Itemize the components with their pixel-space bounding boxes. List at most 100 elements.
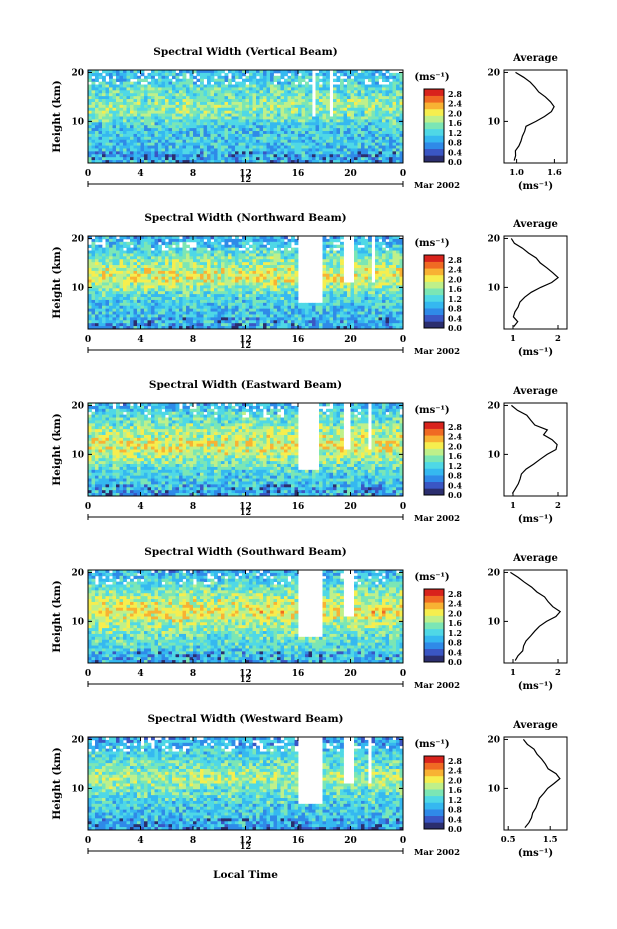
heatmap-cell (137, 294, 141, 298)
heatmap-cell (336, 107, 341, 112)
heatmap-cell (280, 262, 285, 266)
heatmap-cell (249, 244, 253, 249)
heatmap-cell (165, 145, 169, 149)
heatmap-cell (294, 113, 299, 117)
heatmap-cell (287, 110, 292, 114)
heatmap-cell (175, 90, 180, 94)
heatmap-cell (294, 87, 299, 91)
heatmap-cell (189, 157, 194, 161)
heatmap-cell (378, 154, 383, 158)
heatmap-cell (368, 110, 372, 114)
heatmap-cell (343, 145, 348, 149)
heatmap-cell (326, 99, 330, 103)
heatmap-cell (228, 128, 232, 132)
heatmap-cell (322, 133, 327, 138)
heatmap-cell (161, 142, 166, 146)
heatmap-cell (231, 122, 236, 126)
heatmap-cell (130, 125, 134, 129)
heatmap-cell (158, 157, 162, 161)
heatmap-cell (354, 160, 358, 164)
heatmap-cell (364, 113, 369, 117)
heatmap-cell (224, 151, 229, 155)
heatmap-cell (301, 107, 306, 112)
heatmap-cell (343, 90, 348, 94)
heatmap-cell (95, 297, 99, 301)
heatmap-cell (343, 101, 348, 106)
heatmap-cell (196, 142, 201, 146)
heatmap-cell (133, 288, 138, 292)
heatmap-cell (123, 267, 127, 272)
heatmap-cell (91, 81, 96, 85)
heatmap-cell (123, 136, 127, 141)
heatmap-cell (389, 154, 393, 158)
heatmap-cell (221, 238, 225, 243)
heatmap-cell (172, 265, 176, 269)
heatmap-cell (284, 279, 288, 283)
heatmap-cell (252, 238, 257, 243)
heatmap-cell (333, 154, 337, 158)
heatmap-cell (172, 302, 176, 307)
heatmap-cell (259, 136, 264, 141)
heatmap-cell (189, 101, 194, 106)
heatmap-cell (238, 262, 243, 266)
heatmap-cells (88, 70, 404, 164)
heatmap-cell (354, 241, 358, 246)
heatmap-cell (322, 139, 327, 144)
heatmap-cell (396, 110, 400, 114)
heatmap-cell (168, 259, 173, 263)
heatmap-cell (158, 131, 162, 135)
heatmap-cell (217, 238, 222, 243)
heatmap-cell (354, 244, 358, 249)
heatmap-cell (165, 75, 169, 80)
heatmap-cell (154, 314, 159, 318)
heatmap-cell (336, 87, 341, 91)
heatmap-cell (259, 270, 264, 275)
heatmap-cell (249, 302, 253, 307)
heatmap-cell (158, 160, 162, 164)
heatmap-cell (196, 302, 201, 307)
heatmap-cell (88, 291, 92, 295)
heatmap-cell (291, 259, 295, 263)
heatmap-cell (259, 273, 264, 278)
heatmap-cell (364, 75, 369, 80)
heatmap-cell (263, 250, 267, 254)
heatmap-cell (144, 259, 148, 263)
heatmap-cell (158, 93, 162, 97)
heatmap-cell (375, 84, 379, 88)
heatmap-cell (287, 305, 292, 310)
heatmap-cell (88, 110, 92, 114)
heatmap-cell (385, 128, 390, 132)
heatmap-cell (291, 128, 295, 132)
heatmap-cell (396, 270, 400, 275)
heatmap-cell (151, 238, 155, 243)
heatmap-cell (151, 96, 155, 100)
heatmap-cell (102, 236, 106, 240)
heatmap-cell (165, 90, 169, 94)
heatmap-cell (361, 265, 365, 269)
heatmap-cell (378, 157, 383, 161)
heatmap-cell (347, 96, 351, 100)
heatmap-cell (350, 142, 355, 146)
heatmap-cell (347, 101, 351, 106)
heatmap-cell (399, 276, 404, 280)
heatmap-cell (95, 116, 99, 120)
heatmap-cell (214, 302, 218, 307)
heatmap-cell (161, 265, 166, 269)
heatmap-cell (228, 302, 232, 307)
heatmap-cell (361, 311, 365, 315)
heatmap-cell (88, 128, 92, 132)
heatmap-cell (147, 279, 152, 283)
heatmap-cell (270, 136, 274, 141)
heatmap-cell (116, 99, 120, 103)
heatmap-cell (179, 253, 183, 257)
heatmap-cell (245, 151, 250, 155)
heatmap-cell (294, 104, 299, 109)
heatmap-cell (277, 70, 281, 74)
heatmap-cell (224, 291, 229, 295)
heatmap-cell (382, 133, 386, 138)
heatmap-cell (235, 72, 239, 77)
heatmap-cell (109, 311, 113, 315)
heatmap-cell (161, 259, 166, 263)
heatmap-cell (256, 139, 260, 144)
heatmap-cell (375, 136, 379, 141)
